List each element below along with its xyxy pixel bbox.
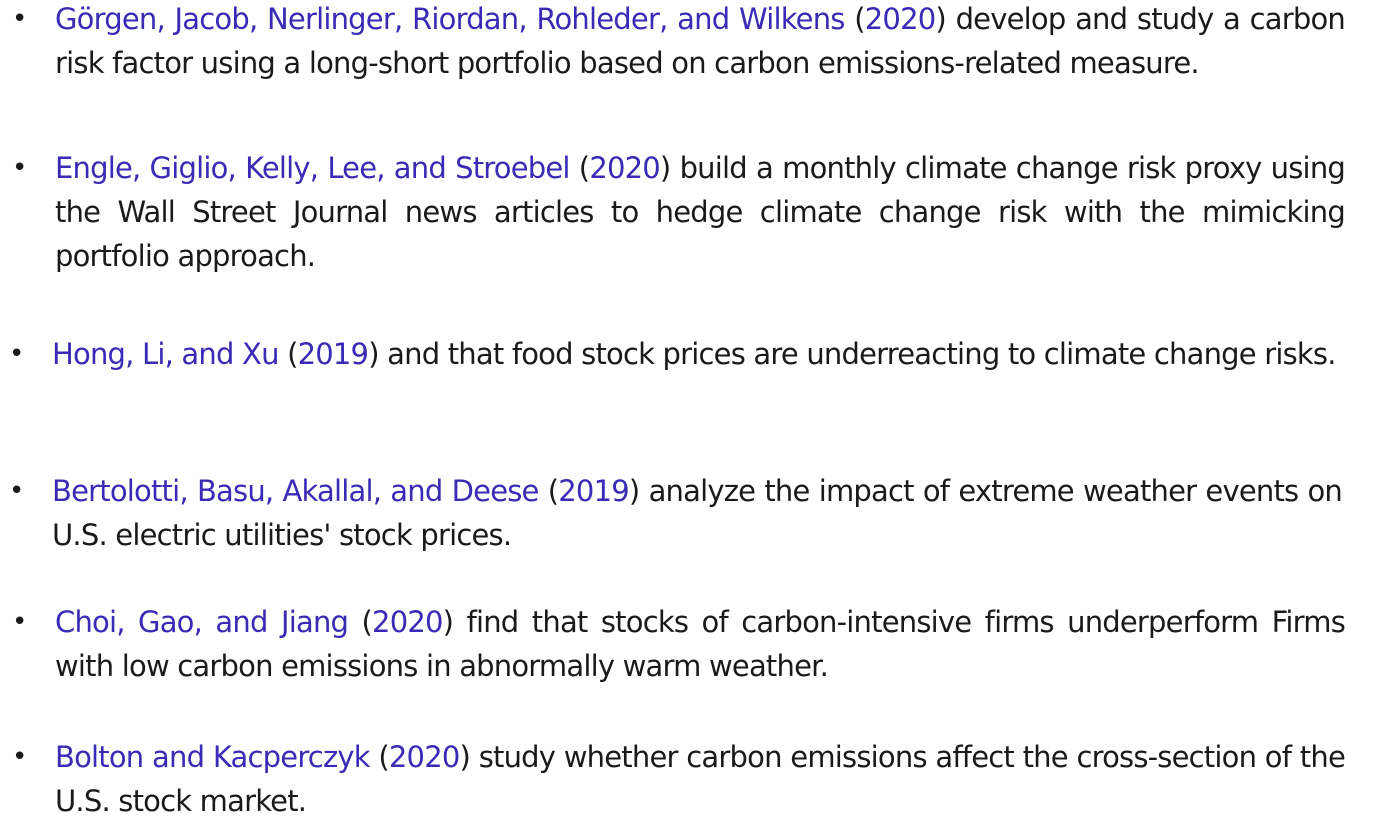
list-item: • Hong, Li, and Xu (2019) and that food … [9,332,1342,376]
bullet-dot: • [12,742,27,772]
item-text: and that food stock prices are underreac… [387,337,1336,371]
list-item: • Engle, Giglio, Kelly, Lee, and Stroebe… [12,146,1346,278]
bullet-dot: • [12,4,27,34]
item-text: analyze the impact of extreme weather ev… [52,474,1343,552]
citation-authors-link[interactable]: Bertolotti, Basu, Akallal, and Deese [52,474,539,508]
list-item: • Görgen, Jacob, Nerlinger, Riordan, Roh… [12,0,1346,85]
citation-authors-link[interactable]: Choi, Gao, and Jiang [55,605,349,639]
list-item: • Bertolotti, Basu, Akallal, and Deese (… [9,469,1343,557]
bullet-dot: • [12,153,27,183]
citation-year-link[interactable]: 2020 [388,740,460,774]
item-text: develop and study a carbon risk factor u… [55,2,1346,80]
citation-authors-link[interactable]: Bolton and Kacperczyk [55,740,371,774]
citation-year-link[interactable]: 2019 [558,474,629,508]
citation-authors-link[interactable]: Engle, Giglio, Kelly, Lee, and Stroebel [55,151,570,185]
bullet-dot: • [9,339,24,369]
bullet-dot: • [12,607,27,637]
citation-year-link[interactable]: 2020 [372,605,443,639]
item-text: study whether carbon emissions affect th… [55,740,1346,818]
citation-authors-link[interactable]: Görgen, Jacob, Nerlinger, Riordan, Rohle… [55,2,845,36]
item-text: find that stocks of carbon-intensive fir… [55,605,1346,683]
item-text: build a monthly climate change risk prox… [55,151,1346,273]
citation-year-link[interactable]: 2020 [864,2,936,36]
citation-year-link[interactable]: 2019 [297,337,369,371]
citation-authors-link[interactable]: Hong, Li, and Xu [52,337,279,371]
bullet-dot: • [9,476,24,506]
citation-year-link[interactable]: 2020 [589,151,660,185]
list-item: • Choi, Gao, and Jiang (2020) find that … [12,600,1346,688]
list-item: • Bolton and Kacperczyk (2020) study whe… [12,735,1346,823]
